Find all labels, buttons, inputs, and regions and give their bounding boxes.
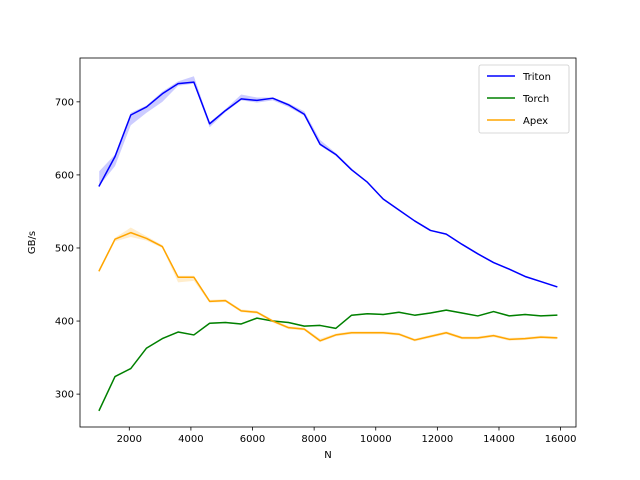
- series-line-apex: [98, 231, 558, 342]
- y-axis-ticks: 300 400 500 600 700: [55, 97, 80, 401]
- y-tick-label: 600: [55, 170, 74, 181]
- series-lines: [98, 81, 558, 412]
- y-tick-label: 300: [55, 390, 74, 401]
- y-tick-label: 400: [55, 317, 74, 328]
- legend-label-triton: Triton: [522, 72, 551, 83]
- y-tick-label: 700: [55, 97, 74, 108]
- y-tick-label: 500: [55, 243, 74, 254]
- series-line-torch: [98, 309, 558, 412]
- legend: Triton Torch Apex: [478, 64, 570, 134]
- x-tick-label: 10000: [360, 434, 392, 445]
- x-tick-label: 16000: [545, 434, 577, 445]
- x-tick-label: 14000: [483, 434, 515, 445]
- legend-label-torch: Torch: [522, 94, 549, 105]
- legend-label-apex: Apex: [523, 116, 548, 127]
- x-axis-ticks: 2000 4000 6000 8000 10000 12000 14000 16000: [117, 427, 577, 445]
- x-tick-label: 2000: [117, 434, 142, 445]
- x-tick-label: 4000: [178, 434, 203, 445]
- series-line-triton: [98, 81, 558, 288]
- band-torch: [99, 309, 557, 411]
- x-axis-label: N: [324, 450, 331, 461]
- confidence-bands: [99, 76, 557, 411]
- band-apex: [99, 227, 557, 343]
- x-tick-label: 6000: [240, 434, 265, 445]
- legend-box: [478, 64, 570, 134]
- x-tick-label: 12000: [421, 434, 453, 445]
- x-tick-label: 8000: [301, 434, 326, 445]
- y-axis-label: GB/s: [27, 231, 38, 254]
- plot-area-frame: [79, 57, 577, 428]
